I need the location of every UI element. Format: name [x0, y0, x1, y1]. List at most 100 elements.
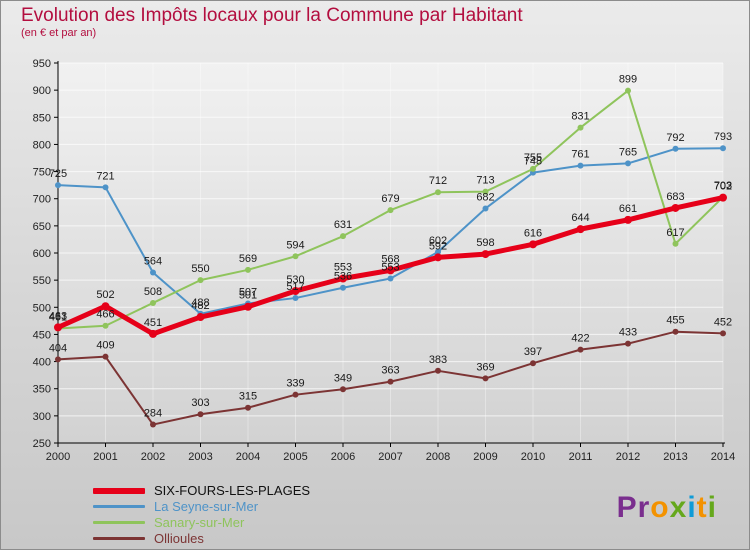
data-label: 793 [714, 131, 732, 143]
data-label: 339 [286, 378, 304, 390]
y-tick-label: 300 [33, 411, 51, 423]
data-point [197, 411, 204, 418]
data-point [672, 240, 679, 247]
data-point [244, 302, 252, 311]
data-label: 315 [239, 391, 257, 403]
data-label: 536 [334, 271, 352, 283]
data-point [292, 295, 299, 302]
y-tick-label: 900 [33, 85, 51, 97]
data-point [577, 124, 584, 131]
x-tick-label: 2008 [426, 451, 450, 463]
data-label: 452 [714, 316, 732, 328]
data-label: 553 [334, 262, 352, 274]
data-point [101, 302, 110, 311]
data-point [435, 248, 441, 255]
x-tick-label: 2011 [569, 451, 593, 463]
y-tick-label: 700 [33, 194, 51, 206]
data-label: 602 [429, 235, 447, 247]
data-label: 616 [524, 227, 542, 239]
data-point [530, 165, 536, 172]
data-point [292, 391, 299, 398]
data-point [387, 275, 394, 282]
data-point [481, 250, 490, 259]
legend-item: Ollioules [93, 531, 310, 546]
data-point [245, 404, 251, 411]
data-label: 755 [524, 152, 542, 164]
y-tick-label: 800 [33, 139, 51, 151]
data-label: 765 [619, 146, 637, 158]
data-label: 461 [49, 311, 67, 323]
data-point [54, 323, 62, 332]
data-point [340, 386, 346, 393]
data-point [719, 193, 727, 202]
y-tick-label: 950 [33, 58, 51, 70]
data-label: 422 [571, 333, 589, 345]
data-label: 569 [239, 253, 257, 265]
x-tick-label: 2013 [663, 451, 687, 463]
logo-letter: i [687, 491, 697, 524]
data-label: 397 [524, 346, 542, 358]
data-label: 433 [619, 327, 637, 339]
page-title: Evolution des Impôts locaux pour la Comm… [21, 5, 523, 26]
data-label: 564 [144, 256, 162, 268]
data-label: 748 [524, 156, 542, 168]
data-label: 598 [476, 237, 494, 249]
data-point [245, 266, 251, 273]
title-block: Evolution des Impôts locaux pour la Comm… [21, 5, 523, 39]
data-label: 363 [381, 365, 399, 377]
logo-letter: P [616, 491, 638, 524]
logo-letter: x [669, 491, 688, 524]
legend-swatch [93, 537, 145, 540]
data-label: 508 [144, 286, 162, 298]
logo-letter: t [696, 491, 708, 524]
y-tick-label: 600 [33, 248, 51, 260]
data-label: 682 [476, 191, 494, 203]
logo-letter: o [650, 491, 670, 524]
y-tick-label: 250 [33, 438, 51, 450]
data-label: 594 [286, 239, 304, 251]
data-label: 725 [49, 168, 67, 180]
data-point [625, 87, 631, 94]
data-point [625, 340, 631, 347]
data-point [102, 353, 109, 360]
logo-letter: r [637, 491, 651, 524]
legend-label: La Seyne-sur-Mer [154, 499, 259, 514]
legend: SIX-FOURS-LES-PLAGES La Seyne-sur-Mer Sana… [93, 483, 310, 546]
data-point [671, 203, 680, 212]
y-tick-label: 400 [33, 357, 51, 369]
x-tick-label: 2007 [378, 451, 402, 463]
data-label: 761 [571, 149, 589, 161]
data-label: 550 [191, 263, 209, 275]
legend-item: SIX-FOURS-LES-PLAGES [93, 483, 310, 498]
x-tick-label: 2006 [331, 451, 355, 463]
data-point [577, 346, 584, 353]
data-point [624, 215, 632, 224]
data-label: 501 [239, 290, 257, 302]
data-point [291, 287, 300, 295]
data-label: 713 [476, 175, 494, 187]
data-label: 712 [429, 175, 447, 187]
data-label: 482 [191, 300, 209, 312]
data-label: 502 [96, 289, 114, 301]
y-tick-label: 500 [33, 302, 51, 314]
data-point [292, 253, 299, 260]
x-tick-label: 2003 [188, 451, 212, 463]
data-label: 284 [144, 408, 162, 420]
legend-swatch [93, 521, 145, 524]
data-point [576, 225, 585, 234]
data-label: 451 [144, 317, 162, 329]
data-label: 404 [49, 342, 67, 354]
x-tick-label: 2000 [46, 451, 70, 463]
x-tick-label: 2014 [711, 451, 735, 463]
data-point [672, 145, 679, 152]
y-tick-label: 850 [33, 112, 51, 124]
data-label: 661 [619, 203, 637, 215]
data-point [387, 207, 394, 214]
data-point [577, 162, 584, 169]
data-label: 383 [429, 354, 447, 366]
data-point [672, 328, 679, 335]
data-label: 488 [191, 297, 209, 309]
chart-svg: 250 300 350 400 450 500 550 600 650 700 750 800 850 9… [33, 58, 736, 463]
data-label: 568 [381, 253, 399, 265]
data-point [435, 367, 441, 374]
